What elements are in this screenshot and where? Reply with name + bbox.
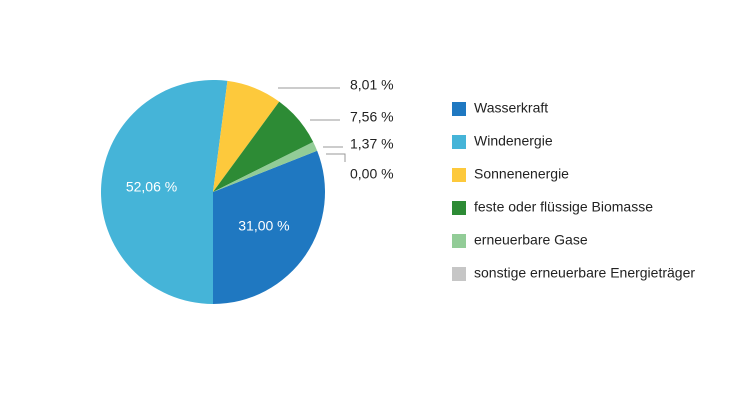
pie-slice bbox=[101, 80, 228, 304]
pie-slice bbox=[213, 150, 326, 304]
legend-label: Windenergie bbox=[474, 133, 553, 149]
legend-swatch bbox=[452, 267, 466, 281]
legend-swatch bbox=[452, 201, 466, 215]
legend-swatch bbox=[452, 234, 466, 248]
value-label: 8,01 % bbox=[350, 77, 394, 93]
value-label: 31,00 % bbox=[238, 217, 289, 233]
value-label: 7,56 % bbox=[350, 109, 394, 125]
value-label: 0,00 % bbox=[350, 166, 394, 182]
legend-swatch bbox=[452, 168, 466, 182]
legend-label: feste oder flüssige Biomasse bbox=[474, 199, 653, 215]
legend-label: Sonnenenergie bbox=[474, 166, 569, 182]
pie-slice bbox=[213, 141, 318, 192]
legend-swatch bbox=[452, 102, 466, 116]
value-label: 52,06 % bbox=[126, 179, 177, 195]
value-label: 1,37 % bbox=[350, 136, 394, 152]
pie-slice bbox=[213, 101, 314, 192]
legend-label: sonstige erneuerbare Energieträger bbox=[474, 265, 695, 281]
legend-label: Wasserkraft bbox=[474, 100, 548, 116]
legend-swatch bbox=[452, 135, 466, 149]
pie-slice bbox=[213, 80, 280, 192]
leader-line bbox=[326, 153, 346, 162]
legend-label: erneuerbare Gase bbox=[474, 232, 588, 248]
